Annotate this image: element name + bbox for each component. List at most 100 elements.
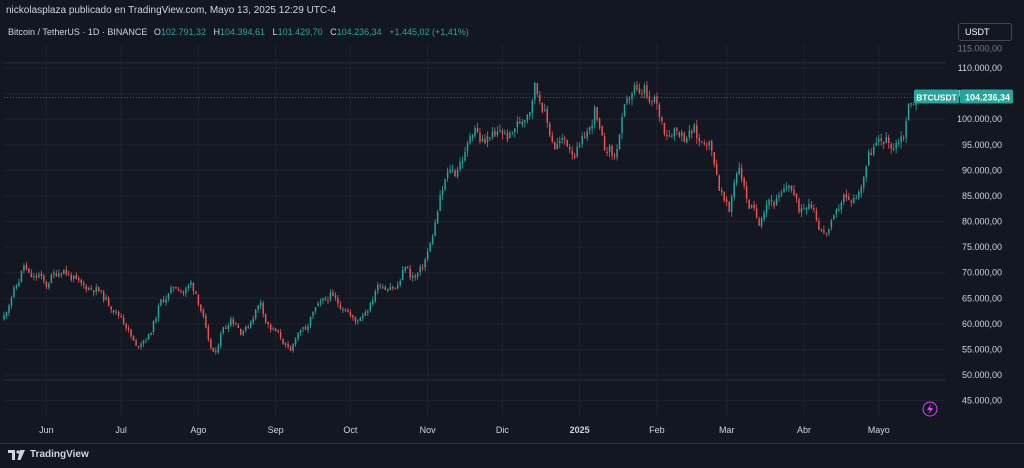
candle-body [436, 211, 439, 223]
candle-body [185, 288, 187, 294]
candle-body [820, 229, 823, 231]
candle-body [274, 328, 277, 332]
x-axis[interactable]: Jun Jul Ago Sep Oct Nov Dic 2025 Feb Mar Abr Mayo [39, 425, 890, 435]
candle-body [633, 85, 636, 93]
tradingview-brand[interactable]: TradingView [8, 449, 89, 460]
candle-body [638, 88, 641, 93]
candle-body [107, 298, 110, 306]
candle-body [205, 315, 207, 328]
candle-body [230, 318, 232, 326]
x-tick-label: 2025 [570, 425, 590, 435]
candle-body [401, 270, 404, 280]
candle-body [578, 145, 581, 147]
candle-body [823, 230, 825, 233]
candle-body [514, 128, 516, 133]
candle-body [282, 338, 284, 344]
candle-body [349, 312, 352, 316]
candle-body [359, 317, 362, 321]
candle-body [369, 303, 372, 311]
candle-body [631, 93, 633, 100]
candle-body [546, 109, 549, 123]
last-price-label: 104.236,34 [965, 93, 1010, 103]
candle-body [521, 121, 524, 125]
candle-body [795, 194, 798, 199]
candle-body [653, 97, 656, 102]
candle-body [568, 147, 571, 150]
candle-body [38, 274, 40, 278]
candle-body [227, 325, 230, 329]
candle-body [770, 199, 773, 202]
candle-body [808, 203, 810, 209]
candle-body [464, 151, 466, 161]
candle-body [30, 273, 33, 278]
candle-body [494, 131, 496, 136]
y-tick-label: 100.000,00 [957, 114, 1002, 124]
candle-body [165, 299, 167, 303]
candle-body [676, 128, 678, 132]
candle-body [593, 107, 596, 125]
candle-body [8, 305, 10, 313]
candle-body [254, 309, 257, 319]
candle-body [137, 346, 140, 348]
candle-body [394, 288, 397, 290]
candle-body [838, 208, 840, 211]
candle-body [544, 109, 546, 111]
candle-body [409, 268, 411, 278]
candle-body [481, 138, 484, 142]
y-tick-label-partial: 115.000,00 [958, 44, 1002, 54]
candle-body [621, 117, 623, 134]
x-tick-label: Ago [190, 425, 206, 435]
y-tick-label: 85.000,00 [962, 191, 1002, 201]
candle-body [332, 291, 334, 296]
price-chart[interactable]: 110.000,00105.000,00100.000,0095.000,009… [0, 0, 1024, 443]
symbol-title[interactable]: Bitcoin / TetherUS · 1D · BINANCE [8, 27, 148, 37]
candle-body [5, 312, 8, 317]
overlay: BTCUSDT 104.236,34 [4, 89, 1013, 417]
candle-body [511, 131, 514, 133]
candle-body [651, 101, 653, 103]
candle-body [33, 275, 35, 277]
candle-body [501, 130, 504, 134]
y-axis[interactable]: 110.000,00105.000,00100.000,0095.000,009… [957, 44, 1002, 406]
currency-button[interactable]: USDT [958, 23, 1012, 41]
candle-body [424, 259, 426, 268]
candle-body [469, 136, 471, 144]
candle-body [890, 144, 892, 149]
high-value: 104.394,61 [219, 27, 266, 37]
candle-body [872, 146, 875, 155]
candle-body [344, 309, 347, 311]
candle-body [25, 265, 28, 270]
candle-body [780, 192, 783, 195]
y-tick-label: 65.000,00 [962, 293, 1002, 303]
candle-body [389, 286, 392, 291]
last-price-badge [960, 89, 1013, 104]
candle-body [646, 85, 648, 98]
y-tick-label: 55.000,00 [962, 344, 1002, 354]
candle-body [571, 150, 573, 155]
candle-body [840, 202, 843, 210]
candle-body [347, 310, 349, 313]
candle-body [117, 311, 120, 316]
tradingview-logo-icon [8, 449, 25, 460]
x-tick-label: Abr [797, 425, 811, 435]
candle-body [728, 202, 730, 212]
y-tick-label: 70.000,00 [962, 268, 1002, 278]
lightning-icon [922, 401, 938, 417]
candle-body [531, 100, 534, 114]
candle-body [312, 311, 314, 317]
candle-body [850, 200, 853, 203]
candle-body [606, 151, 608, 154]
candle-body [800, 208, 803, 213]
candle-body [723, 191, 725, 201]
candle-body [235, 323, 237, 325]
candle-body [429, 243, 431, 252]
candle-body [3, 315, 5, 320]
candle-body [885, 137, 887, 143]
y-tick-label: 45.000,00 [962, 396, 1002, 406]
candle-body [20, 270, 23, 282]
candle-body [519, 121, 521, 124]
candle-body [509, 132, 511, 138]
candle-body [145, 340, 147, 342]
candle-body [892, 148, 895, 150]
grid [4, 44, 946, 418]
